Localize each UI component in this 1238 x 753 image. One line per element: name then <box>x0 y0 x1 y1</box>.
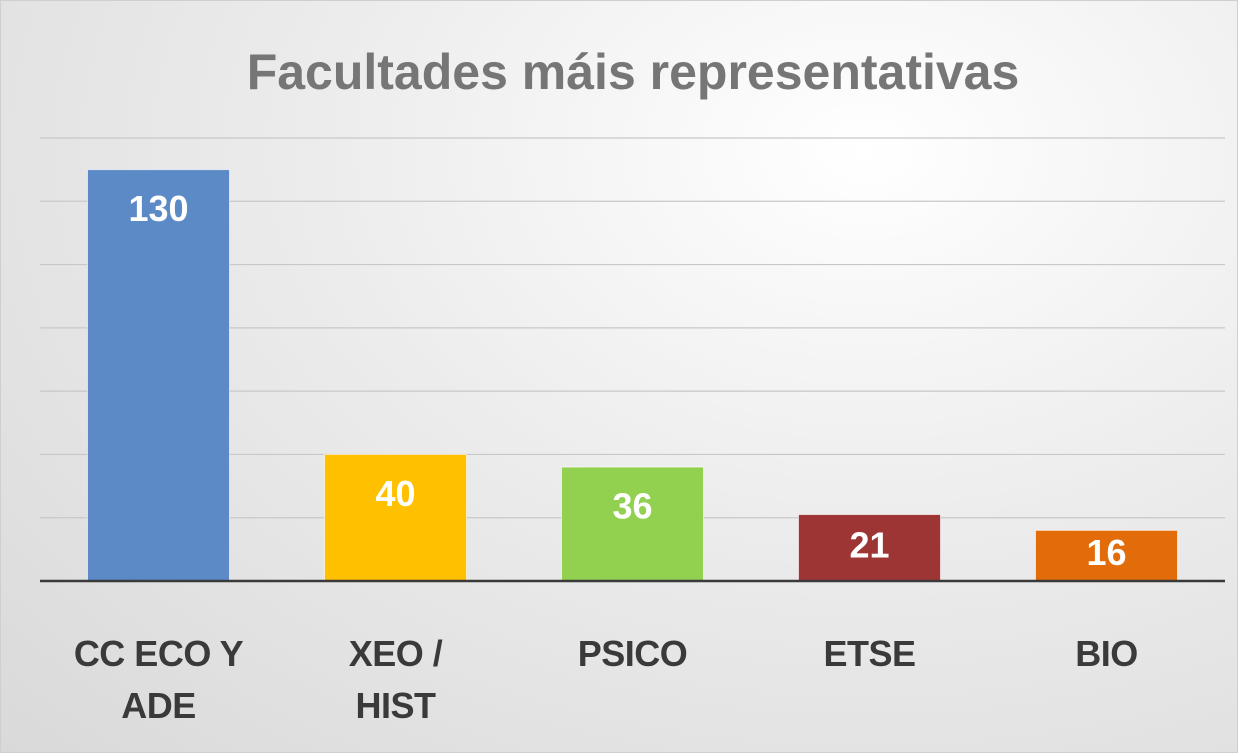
data-label: 36 <box>612 486 652 527</box>
x-tick-label: PSICO <box>577 633 688 674</box>
x-tick-label: BIO <box>1075 633 1138 674</box>
x-tick-label: CC ECO Y ADE <box>73 633 244 726</box>
bar <box>798 514 941 582</box>
data-label: 130 <box>128 188 188 229</box>
chart-title: Facultades máis representativas <box>247 44 1020 100</box>
bar <box>1035 529 1178 582</box>
bar <box>324 453 467 582</box>
data-label: 21 <box>849 524 889 565</box>
data-label: 16 <box>1086 532 1126 573</box>
x-tick-label: XEO / HIST <box>348 633 443 726</box>
x-tick-label: ETSE <box>823 633 916 674</box>
bar <box>87 169 230 582</box>
data-label: 40 <box>375 473 415 514</box>
